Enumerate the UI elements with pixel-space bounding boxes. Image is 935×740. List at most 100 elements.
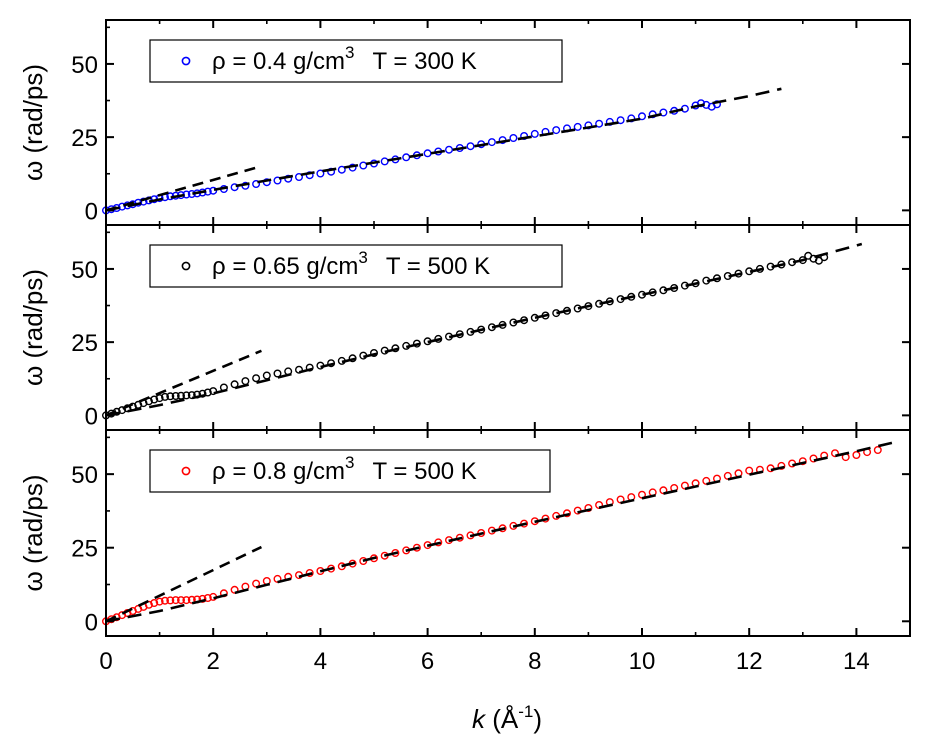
- data-point: [434, 538, 443, 547]
- data-point: [659, 486, 668, 495]
- low-k-dashed-line: [105, 545, 263, 623]
- data-point: [160, 596, 169, 605]
- legend-temp: T = 500 K: [386, 253, 490, 280]
- data-point: [176, 391, 185, 400]
- legend-rho: ρ = 0.4 g/cm: [212, 48, 345, 75]
- data-point: [171, 392, 180, 401]
- legend-marker: [181, 261, 191, 271]
- y-tick-label: 50: [71, 257, 98, 284]
- legend-sup: 3: [345, 453, 354, 472]
- x-tick-label: 6: [421, 648, 434, 675]
- fit-dashed-line: [105, 441, 895, 623]
- legend-box: [149, 449, 551, 493]
- data-point: [150, 395, 159, 404]
- data-point: [423, 149, 432, 158]
- fit-dashed-line: [105, 87, 782, 212]
- legend-sup: 3: [358, 248, 367, 267]
- data-point: [466, 142, 475, 151]
- legend-sup: 3: [345, 43, 354, 62]
- legend-marker: [181, 466, 191, 476]
- data-point: [595, 119, 604, 128]
- legend-rho: ρ = 0.65 g/cm: [212, 253, 358, 280]
- panels: ρ = 0.4 g/cm3 T = 300 Kρ = 0.65 g/cm3 T = …: [101, 39, 895, 626]
- data-point: [798, 457, 807, 466]
- low-k-dashed-line: [105, 349, 262, 417]
- data-point: [477, 529, 486, 538]
- legend-temp: T = 500 K: [373, 458, 477, 485]
- data-point: [150, 599, 159, 608]
- data-point: [814, 256, 823, 265]
- data-point: [187, 391, 196, 400]
- panel-1: ρ = 0.4 g/cm3 T = 300 K: [101, 39, 782, 215]
- data-point: [348, 354, 357, 363]
- data-point: [530, 129, 539, 138]
- data-point: [241, 377, 250, 386]
- legend-rho: ρ = 0.8 g/cm: [212, 458, 345, 485]
- y-tick-label: 0: [85, 403, 98, 430]
- data-point: [198, 594, 207, 603]
- data-point: [230, 585, 239, 594]
- data-point: [552, 126, 561, 135]
- data-point: [873, 446, 882, 455]
- data-point: [680, 481, 689, 490]
- data-point: [209, 387, 218, 396]
- x-axis-unit-open: (Å: [485, 704, 519, 734]
- y-axis-label: ω (rad/ps): [18, 474, 48, 591]
- data-point: [412, 339, 421, 348]
- data-point: [359, 161, 368, 170]
- y-tick-label: 25: [71, 536, 98, 563]
- data-point: [252, 374, 261, 383]
- data-point: [295, 172, 304, 181]
- y-tick-label: 50: [71, 462, 98, 489]
- x-tick-label: 10: [629, 648, 656, 675]
- panel-3: ρ = 0.8 g/cm3 T = 500 K: [101, 441, 895, 626]
- data-point: [402, 153, 411, 162]
- data-point: [616, 116, 625, 125]
- data-point: [166, 392, 175, 401]
- x-tick-label: 8: [528, 648, 541, 675]
- data-point: [187, 595, 196, 604]
- data-point: [171, 596, 180, 605]
- data-point: [273, 369, 282, 378]
- data-point: [155, 597, 164, 606]
- data-point: [230, 380, 239, 389]
- data-point: [595, 501, 604, 510]
- legend-box: [149, 39, 563, 83]
- legend-label: ρ = 0.8 g/cm3 T = 500 K: [212, 453, 477, 485]
- data-point: [182, 596, 191, 605]
- y-tick-label: 25: [71, 125, 98, 152]
- data-point: [182, 391, 191, 400]
- data-point: [445, 145, 454, 154]
- data-point: [487, 138, 496, 147]
- data-point: [434, 334, 443, 343]
- data-point: [139, 197, 148, 206]
- data-point: [337, 165, 346, 174]
- data-point: [809, 454, 818, 463]
- data-point: [380, 157, 389, 166]
- data-point: [134, 198, 143, 207]
- axes: 0 25 50 ω (rad/ps) 0 25 50 ω (rad/ps) 0 25 50 ω (ra…: [18, 19, 911, 675]
- data-point: [230, 183, 239, 192]
- data-point: [252, 179, 261, 188]
- data-point: [118, 406, 127, 415]
- x-axis-unit-close: ): [533, 704, 542, 734]
- y-tick-label: 50: [71, 52, 98, 79]
- y-tick-label: 25: [71, 330, 98, 357]
- x-tick-label: 14: [843, 648, 870, 675]
- y-tick-label: 0: [85, 609, 98, 636]
- x-tick-label: 2: [207, 648, 220, 675]
- y-axis-label: ω (rad/ps): [18, 64, 48, 181]
- legend-box: [149, 244, 563, 288]
- data-point: [160, 392, 169, 401]
- data-point: [573, 122, 582, 131]
- data-point: [777, 461, 786, 470]
- data-point: [155, 394, 164, 403]
- data-point: [203, 388, 212, 397]
- low-k-dashed-line: [105, 164, 262, 212]
- data-point: [273, 574, 282, 583]
- data-point: [370, 349, 379, 358]
- data-point: [702, 476, 711, 485]
- data-point: [262, 371, 271, 380]
- legend-temp: T = 300 K: [373, 48, 477, 75]
